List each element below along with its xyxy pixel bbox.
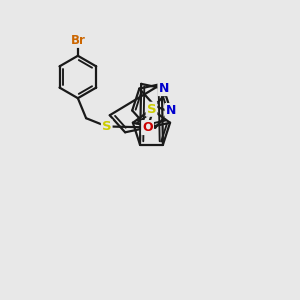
Text: O: O — [142, 121, 153, 134]
Text: S: S — [102, 120, 112, 133]
Text: Br: Br — [70, 34, 85, 47]
Text: N: N — [142, 121, 153, 134]
Text: N: N — [166, 104, 176, 117]
Text: S: S — [147, 103, 156, 116]
Text: N: N — [158, 82, 169, 95]
